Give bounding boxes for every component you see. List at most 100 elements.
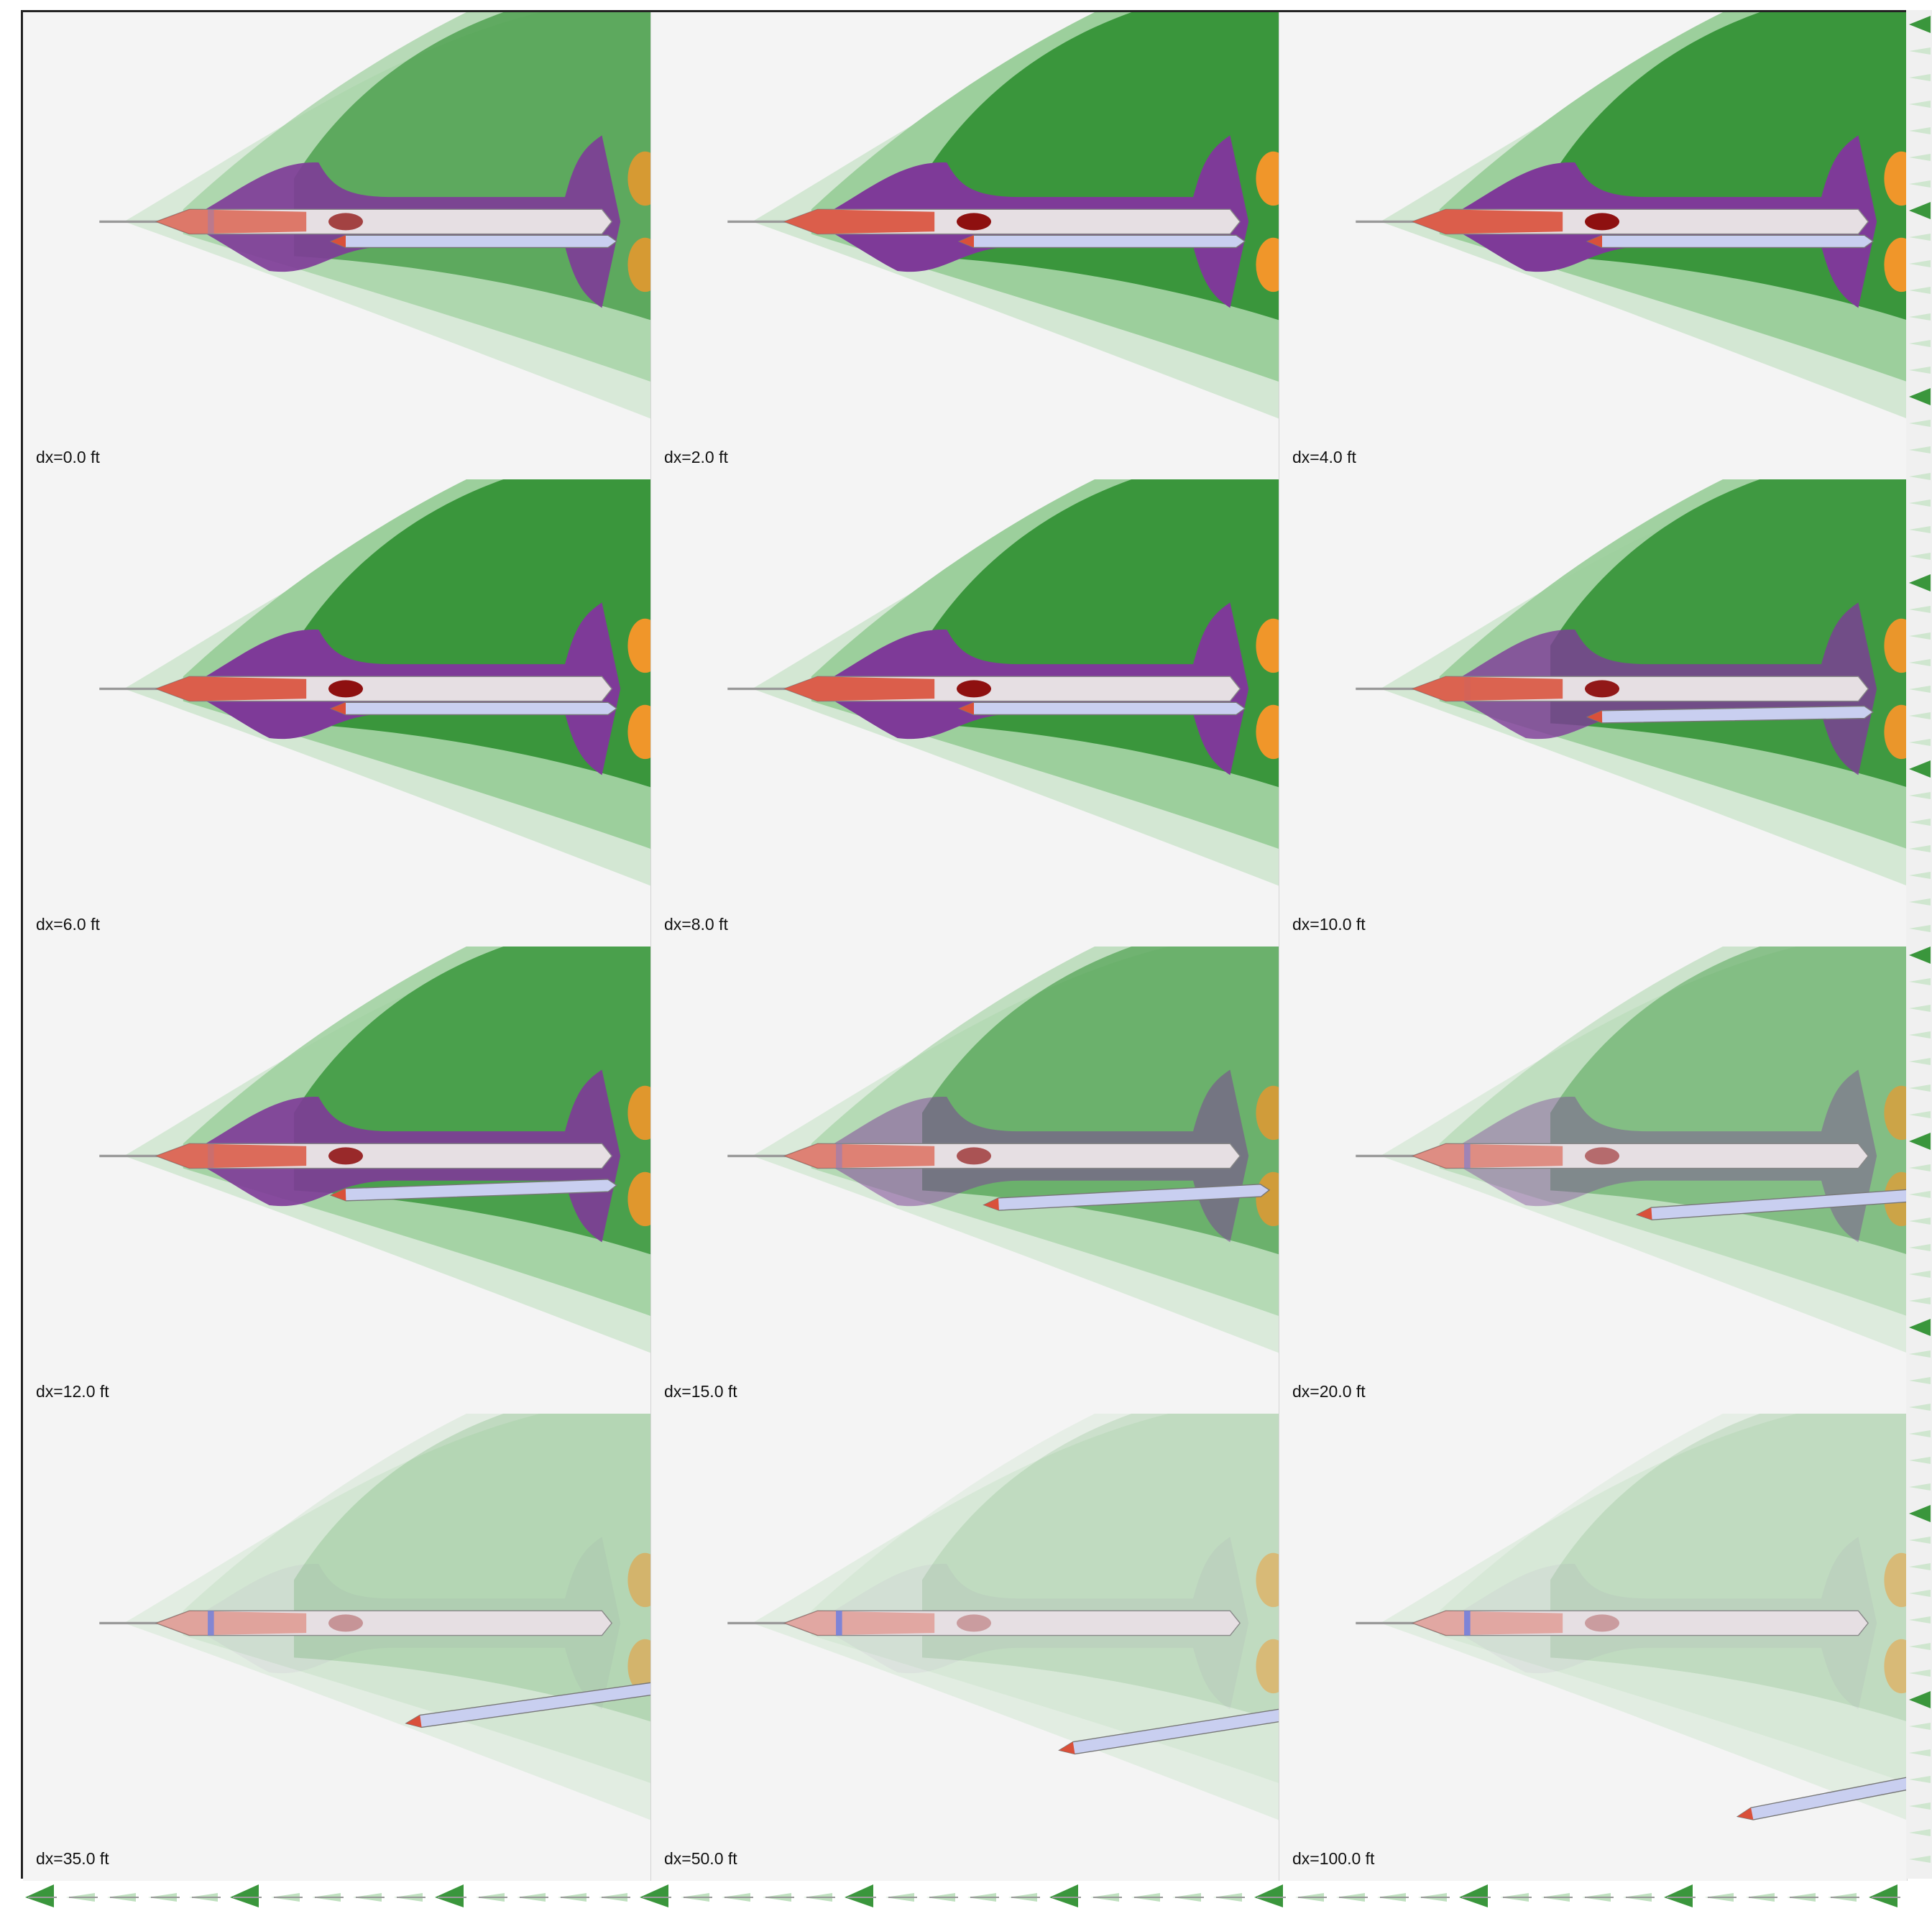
booster-body	[331, 702, 617, 714]
thumbnail[interactable]	[1909, 712, 1931, 719]
thumbnail[interactable]	[1909, 1856, 1931, 1863]
simulation-image[interactable]: dx=20.0 ft	[1279, 947, 1908, 1414]
thumbnail[interactable]	[1909, 1802, 1931, 1810]
thumbnail[interactable]	[640, 1884, 668, 1907]
simulation-image[interactable]: dx=50.0 ft	[651, 1414, 1279, 1881]
thumbnail[interactable]	[1909, 947, 1931, 964]
thumbnail[interactable]	[1909, 574, 1931, 591]
thumbnail[interactable]	[1909, 1643, 1931, 1650]
simulation-image[interactable]: dx=15.0 ft	[651, 947, 1279, 1414]
thumbnail[interactable]	[1909, 47, 1931, 55]
thumbnail[interactable]	[1909, 632, 1931, 640]
thumbnail[interactable]	[1909, 16, 1931, 33]
thumbnail[interactable]	[1909, 260, 1931, 267]
thumbnail[interactable]	[1909, 1563, 1931, 1570]
thumbnail[interactable]	[1909, 1590, 1931, 1597]
simulation-image[interactable]: dx=6.0 ft	[23, 479, 651, 947]
flow-field	[23, 947, 651, 1378]
thumbnail[interactable]	[1909, 473, 1931, 480]
thumbnail[interactable]	[1049, 1884, 1078, 1907]
thumbnail[interactable]	[1909, 446, 1931, 453]
thumbnail[interactable]	[25, 1884, 54, 1907]
booster	[1587, 235, 1873, 247]
thumbnail[interactable]	[1909, 1271, 1931, 1278]
thumbnail[interactable]	[435, 1884, 464, 1907]
thumbnail[interactable]	[1909, 367, 1931, 374]
thumbnail[interactable]	[1909, 526, 1931, 533]
thumbnail[interactable]	[1909, 659, 1931, 666]
thumbnail[interactable]	[1909, 760, 1931, 778]
thumbnail[interactable]	[1909, 1430, 1931, 1437]
thumbnail[interactable]	[1909, 1133, 1931, 1150]
thumbnail[interactable]	[1909, 1111, 1931, 1118]
thumbnail[interactable]	[1909, 1191, 1931, 1198]
simulation-image[interactable]: dx=2.0 ft	[651, 12, 1279, 479]
thumbnail[interactable]	[1909, 1670, 1931, 1677]
thumbnail[interactable]	[230, 1884, 259, 1907]
thumbnail[interactable]	[1909, 1031, 1931, 1039]
hot-spot	[328, 1147, 363, 1164]
thumbnail[interactable]	[1909, 180, 1931, 188]
thumbnail[interactable]	[1909, 1749, 1931, 1756]
thumbnail[interactable]	[1909, 553, 1931, 560]
thumbnail[interactable]	[1909, 74, 1931, 81]
thumbnail[interactable]	[1909, 1217, 1931, 1225]
thumbnail[interactable]	[1909, 1691, 1931, 1708]
thumbnail[interactable]	[1909, 898, 1931, 906]
thumbnail[interactable]	[1909, 845, 1931, 852]
thumbnail[interactable]	[1459, 1884, 1488, 1907]
thumbnail[interactable]	[1869, 1884, 1898, 1907]
thumbnail[interactable]	[1909, 1483, 1931, 1491]
thumbnail[interactable]	[1909, 202, 1931, 219]
hot-spot	[957, 213, 991, 230]
thumbnail[interactable]	[1909, 420, 1931, 427]
thumbnail[interactable]	[1909, 1404, 1931, 1411]
thumbnail[interactable]	[1909, 872, 1931, 879]
thumbnail[interactable]	[1909, 340, 1931, 347]
thumbnail[interactable]	[1909, 1457, 1931, 1464]
thumbnail[interactable]	[1909, 1085, 1931, 1092]
thumbnail[interactable]	[1909, 1829, 1931, 1836]
thumbnail[interactable]	[1909, 388, 1931, 405]
thumbnail[interactable]	[1909, 819, 1931, 826]
thumbnail[interactable]	[1909, 686, 1931, 693]
thumbnail[interactable]	[1909, 1505, 1931, 1522]
simulation-image[interactable]: dx=8.0 ft	[651, 479, 1279, 947]
simulation-image[interactable]: dx=0.0 ft	[23, 12, 651, 479]
hot-spot	[328, 1614, 363, 1631]
thumbnail[interactable]	[1909, 1616, 1931, 1624]
thumbnail[interactable]	[1909, 127, 1931, 134]
thumbnail[interactable]	[1909, 1058, 1931, 1065]
thumbnail[interactable]	[1909, 792, 1931, 799]
thumbnail[interactable]	[1909, 978, 1931, 985]
thumbnail[interactable]	[1909, 925, 1931, 932]
thumbnail[interactable]	[1909, 1723, 1931, 1730]
thumbnail[interactable]	[1909, 313, 1931, 321]
thumbnail[interactable]	[1909, 1319, 1931, 1336]
thumbnail[interactable]	[1909, 739, 1931, 746]
simulation-image[interactable]: dx=10.0 ft	[1279, 479, 1908, 947]
simulation-image[interactable]: dx=12.0 ft	[23, 947, 651, 1414]
thumbnail[interactable]	[1909, 606, 1931, 613]
thumbnail[interactable]	[1909, 287, 1931, 294]
thumbnail[interactable]	[1909, 101, 1931, 108]
simulation-image[interactable]: dx=100.0 ft	[1279, 1414, 1908, 1881]
thumbnail[interactable]	[1909, 1297, 1931, 1304]
viewer-window: dx=0.0 ftdx=2.0 ftdx=4.0 ft dx=6.0 ftdx=8…	[0, 0, 1932, 1911]
image-caption: dx=35.0 ft	[36, 1849, 109, 1869]
thumbnail[interactable]	[1909, 1776, 1931, 1783]
thumbnail[interactable]	[1909, 499, 1931, 507]
thumbnail[interactable]	[1664, 1884, 1693, 1907]
thumbnail[interactable]	[1909, 1164, 1931, 1171]
thumbnail[interactable]	[1909, 1244, 1931, 1251]
simulation-image[interactable]: dx=4.0 ft	[1279, 12, 1908, 479]
thumbnail[interactable]	[1909, 1350, 1931, 1358]
simulation-image[interactable]: dx=35.0 ft	[23, 1414, 651, 1881]
thumbnail[interactable]	[1909, 1377, 1931, 1384]
thumbnail[interactable]	[1909, 1005, 1931, 1012]
thumbnail[interactable]	[1909, 234, 1931, 241]
thumbnail[interactable]	[1909, 154, 1931, 161]
thumbnail[interactable]	[1909, 1537, 1931, 1544]
thumbnail[interactable]	[1254, 1884, 1283, 1907]
thumbnail[interactable]	[845, 1884, 873, 1907]
